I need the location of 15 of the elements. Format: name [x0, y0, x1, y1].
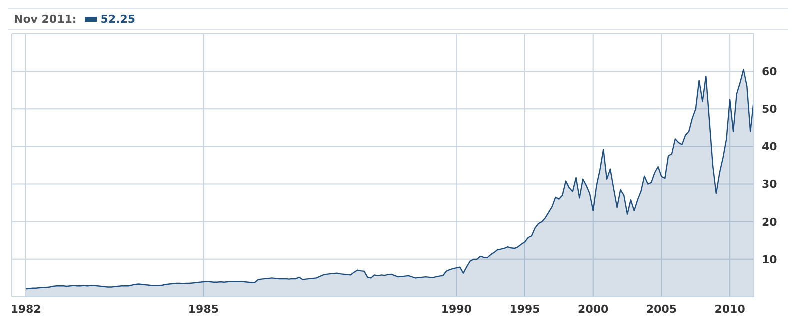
x-tick-label: 1982	[10, 302, 42, 316]
y-tick-label: 10	[762, 253, 778, 266]
y-tick-label: 50	[762, 103, 778, 116]
x-tick-label: 2000	[578, 302, 610, 316]
y-tick-label: 40	[762, 140, 778, 154]
legend-title: Nov 2011:	[14, 12, 77, 26]
x-tick-label: 1995	[510, 302, 540, 316]
y-tick-label: 30	[762, 178, 778, 192]
x-tick-label: 2010	[714, 302, 746, 316]
x-tick-label: 2005	[646, 302, 678, 316]
x-tick-label: 1990	[441, 302, 472, 316]
y-tick-label: 60	[762, 65, 778, 78]
text: 52.25	[100, 12, 136, 26]
y-tick-label: 20	[762, 216, 778, 229]
x-tick-label: 1985	[188, 302, 220, 316]
